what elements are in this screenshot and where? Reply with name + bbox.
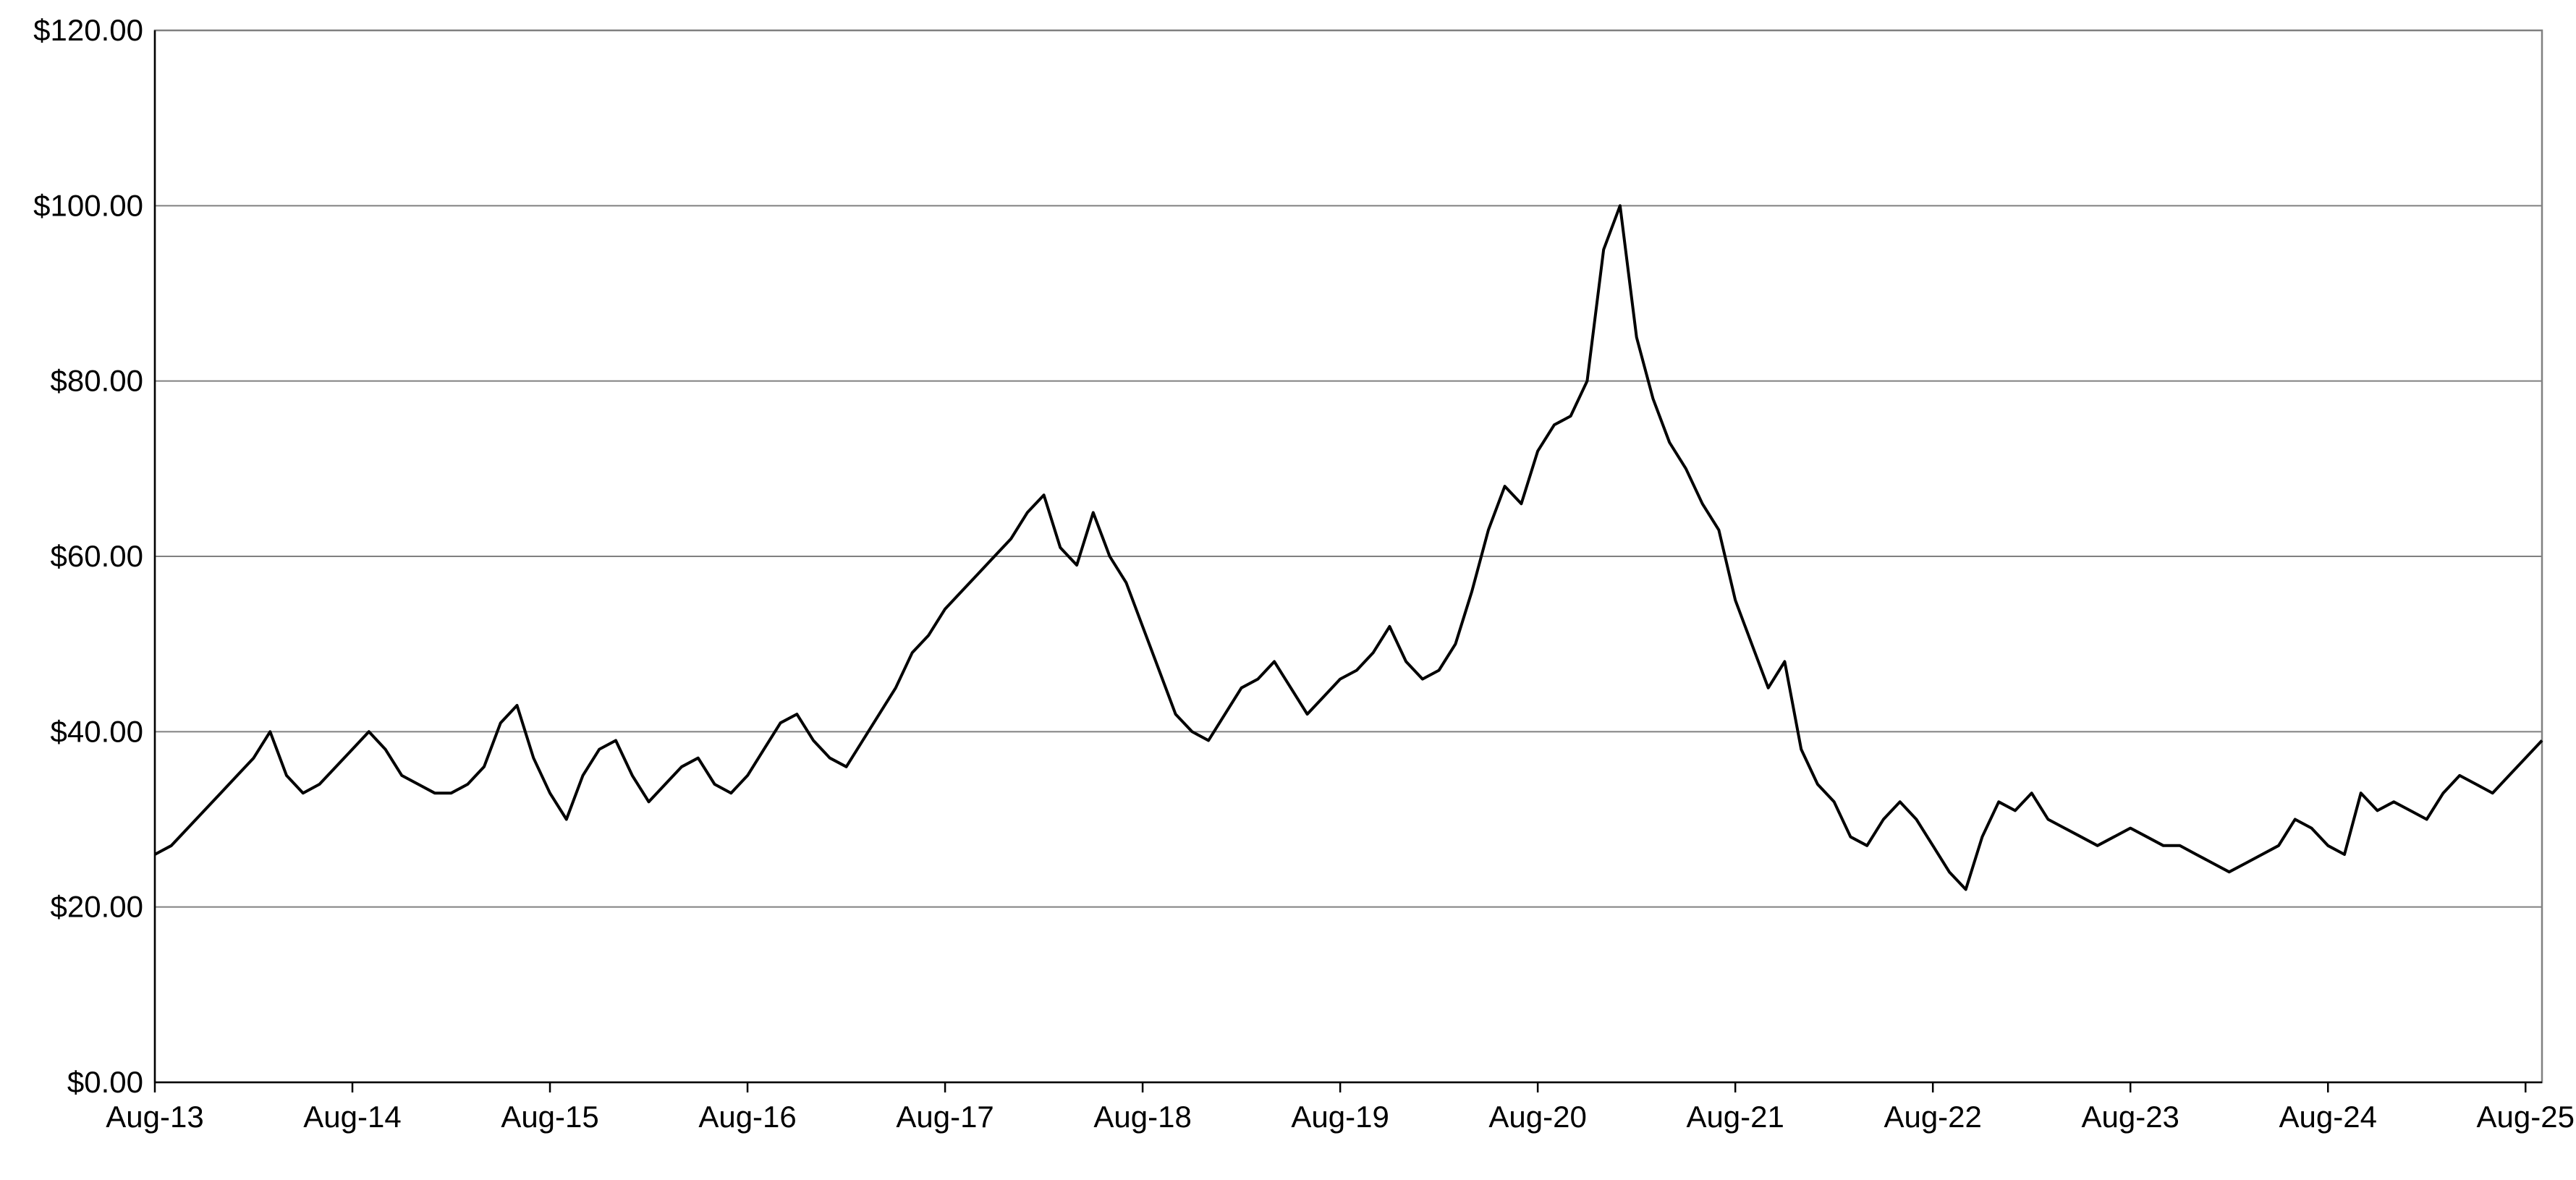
y-tick-label: $120.00 (33, 13, 143, 47)
x-tick-label: Aug-13 (106, 1100, 203, 1134)
x-tick-label: Aug-21 (1686, 1100, 1784, 1134)
y-tick-label: $80.00 (51, 364, 143, 398)
x-axis-ticks (153, 1082, 2527, 1092)
y-tick-label: $40.00 (51, 714, 143, 748)
x-tick-label: Aug-18 (1093, 1100, 1191, 1134)
x-tick-label: Aug-14 (303, 1100, 401, 1134)
x-tick-label: Aug-19 (1291, 1100, 1389, 1134)
y-tick-label: $60.00 (51, 539, 143, 573)
series-group (154, 204, 2543, 891)
x-tick-label: Aug-15 (501, 1100, 598, 1134)
x-tick-label: Aug-16 (698, 1100, 796, 1134)
x-tick-label: Aug-17 (896, 1100, 993, 1134)
y-axis-tick-labels: $0.00 $20.00 $40.00 $60.00 $80.00 $100.00 $120… (33, 13, 143, 1099)
y-tick-label: $0.00 (67, 1065, 143, 1099)
x-tick-label: Aug-20 (1488, 1100, 1586, 1134)
y-tick-label: $20.00 (51, 890, 143, 924)
x-tick-label: Aug-23 (2081, 1100, 2179, 1134)
y-tick-label: $100.00 (33, 188, 143, 222)
x-tick-label: Aug-24 (2279, 1100, 2377, 1134)
gridlines (155, 205, 2542, 908)
x-axis-tick-labels: Aug-13 Aug-14 Aug-15 Aug-16 Aug-17 Aug-18 Aug-… (106, 1100, 2575, 1134)
series-line (154, 204, 2543, 891)
x-tick-label: Aug-25 (2477, 1100, 2575, 1134)
x-tick-label: Aug-22 (1884, 1100, 1981, 1134)
